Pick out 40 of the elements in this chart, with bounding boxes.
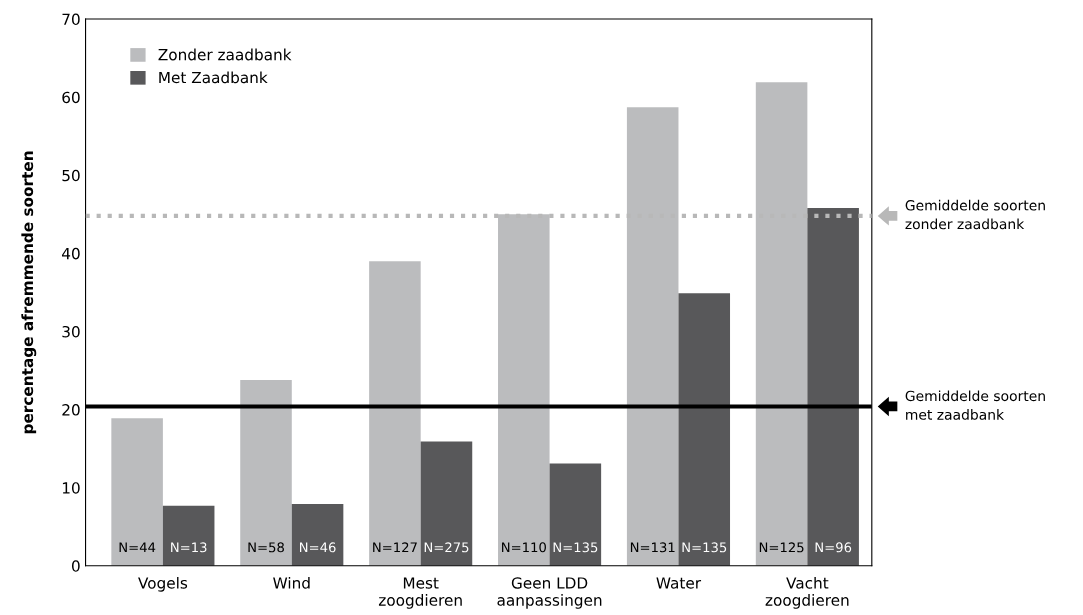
x-tick-label: Wind <box>273 576 310 589</box>
y-tick-label: 0 <box>71 560 80 572</box>
annotation: N=13 <box>171 542 207 553</box>
annotation: N=125 <box>759 542 804 553</box>
bar <box>111 418 163 566</box>
bar <box>420 441 473 566</box>
bar <box>549 463 602 566</box>
annotation: N=135 <box>553 542 598 553</box>
x-tick-label: Water <box>656 577 702 589</box>
legend-label: Met Zaadbank <box>159 71 268 84</box>
bar <box>291 504 344 566</box>
y-tick-label: 40 <box>62 247 80 260</box>
ref-line-label: Gemiddelde soorten zonder zaadbank <box>905 199 1045 230</box>
y-tick-label: 20 <box>62 404 80 416</box>
x-tick-label: Geen LDD aanpassingen <box>497 577 602 609</box>
bar <box>678 293 731 566</box>
y-tick-label: 50 <box>62 169 80 182</box>
y-axis-title: percentage afremmende soorten <box>21 151 37 434</box>
annotation: N=275 <box>424 542 469 553</box>
y-tick-label: 70 <box>62 13 80 26</box>
y-tick-label: 30 <box>62 325 80 338</box>
annotation: N=44 <box>119 542 156 553</box>
annotation: N=135 <box>682 542 727 553</box>
bar <box>369 261 421 566</box>
x-tick-label: Mest zoogdieren <box>378 577 462 609</box>
x-tick-label: Vacht zoogdieren <box>765 576 849 609</box>
annotation: N=96 <box>815 542 852 553</box>
y-tick-label: 60 <box>62 91 80 104</box>
annotation: N=110 <box>502 542 546 553</box>
bar <box>807 208 859 566</box>
annotation: N=46 <box>300 542 336 553</box>
legend-label: Zonder zaadbank <box>158 48 292 61</box>
x-tick-label: Vogels <box>138 576 188 592</box>
ref-line-label: Gemiddelde soorten met zaadbank <box>905 390 1045 420</box>
annotation: N=58 <box>248 542 284 553</box>
annotation: N=131 <box>630 542 675 553</box>
y-tick-label: 10 <box>62 482 80 494</box>
bar <box>162 505 215 566</box>
bar <box>240 379 292 566</box>
annotation: N=127 <box>373 542 417 553</box>
